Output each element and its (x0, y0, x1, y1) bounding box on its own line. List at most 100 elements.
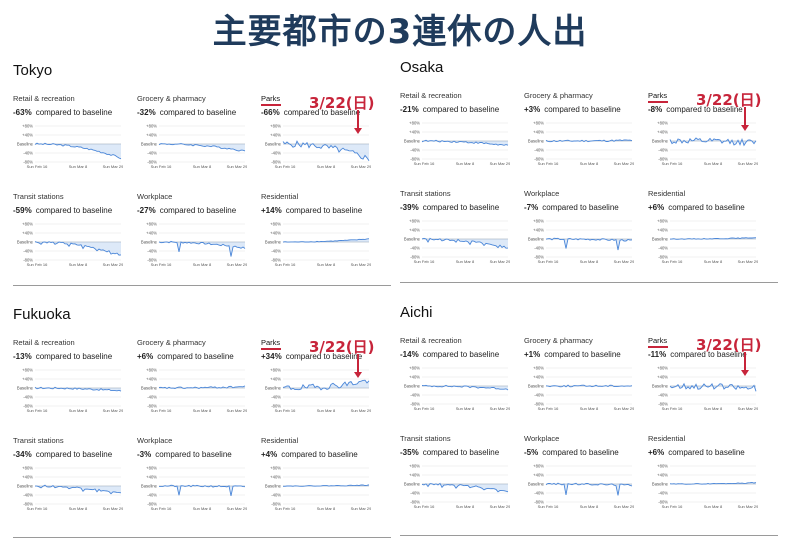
y-tick-label: Baseline (404, 482, 421, 487)
y-tick-label: +80% (270, 368, 281, 373)
x-tick-label: Sun Mar 8 (580, 161, 599, 166)
y-tick-label: -40% (23, 151, 33, 156)
change-band (35, 485, 121, 494)
y-tick-label: +80% (657, 464, 668, 469)
y-tick-label: -40% (271, 249, 281, 254)
x-tick-label: Sun Feb 16 (414, 259, 435, 264)
x-tick-label: Sun Feb 16 (662, 161, 683, 166)
change-band (283, 380, 369, 390)
change-value: -39% compared to baseline (400, 203, 499, 212)
y-tick-label: +80% (22, 124, 33, 129)
series-line (158, 240, 246, 257)
category-label: Workplace (137, 436, 173, 445)
x-tick-label: Sun Mar 8 (704, 161, 723, 166)
x-tick-label: Sun Mar 29 (614, 161, 634, 166)
mini-chart: +80% +40% Baseline -40% -80%Sun Feb 16 Sun Ma… (141, 124, 247, 170)
x-tick-label: Sun Mar 29 (227, 262, 247, 267)
series-line (421, 139, 509, 146)
y-tick-label: Baseline (404, 139, 421, 144)
category-label: Grocery & pharmacy (137, 94, 206, 103)
x-tick-label: Sun Mar 29 (738, 259, 758, 264)
y-tick-label: +80% (657, 121, 668, 126)
change-value: -27% compared to baseline (137, 206, 236, 215)
x-tick-label: Sun Mar 8 (704, 259, 723, 264)
x-tick-label: Sun Mar 8 (193, 408, 212, 413)
compare-text: compared to baseline (544, 105, 621, 114)
series-line (421, 384, 509, 391)
city-section-osaka: Osaka Retail & recreation -21% compared to … (400, 59, 778, 283)
y-tick-label: Baseline (141, 484, 158, 489)
category-label: Retail & recreation (13, 94, 75, 103)
y-tick-label: +80% (409, 366, 420, 371)
y-tick-label: Baseline (265, 386, 282, 391)
y-tick-label: +40% (533, 228, 544, 233)
y-tick-label: -80% (410, 157, 420, 162)
y-tick-label: -40% (658, 148, 668, 153)
category-label: Transit stations (13, 192, 64, 201)
y-tick-label: -80% (658, 402, 668, 407)
y-tick-label: Baseline (652, 482, 669, 487)
y-tick-label: Baseline (17, 386, 34, 391)
category-label: Parks (261, 94, 281, 103)
city-section-tokyo: Tokyo Retail & recreation -63% compared to … (13, 62, 391, 286)
city-section-fukuoka: Fukuoka Retail & recreation -13% compared t… (13, 306, 391, 538)
y-tick-label: Baseline (528, 384, 545, 389)
change-percent: -7% (524, 203, 539, 212)
x-tick-label: Sun Mar 8 (456, 161, 475, 166)
mini-chart: +80% +40% Baseline -40% -80%Sun Feb 16 Sun Ma… (528, 219, 634, 265)
y-tick-label: -40% (658, 491, 668, 496)
y-tick-label: -40% (534, 148, 544, 153)
category-label: Grocery & pharmacy (524, 91, 593, 100)
series-line (158, 143, 246, 152)
change-value: -14% compared to baseline (400, 350, 499, 359)
y-tick-label: Baseline (17, 142, 34, 147)
y-tick-label: -80% (410, 500, 420, 505)
x-tick-label: Sun Feb 16 (151, 164, 172, 169)
change-percent: -63% (13, 108, 32, 117)
y-tick-label: -40% (147, 395, 157, 400)
x-tick-label: Sun Feb 16 (662, 259, 683, 264)
x-tick-label: Sun Feb 16 (662, 504, 683, 509)
panel-workplace: Workplace -7% compared to baseline +80% +40%… (524, 189, 646, 271)
y-tick-label: +40% (533, 375, 544, 380)
y-tick-label: +40% (409, 375, 420, 380)
y-tick-label: +80% (146, 222, 157, 227)
y-tick-label: Baseline (528, 482, 545, 487)
compare-text: compared to baseline (35, 108, 113, 117)
annotation-arrow (741, 107, 748, 131)
series-line (282, 238, 370, 243)
parks-underline (648, 346, 668, 348)
y-tick-label: Baseline (652, 384, 669, 389)
panel-grocery-pharmacy: Grocery & pharmacy +6% compared to baselin… (137, 338, 259, 420)
panel-residential: Residential +4% compared to baseline +80% +4… (261, 436, 383, 518)
category-label: Parks (648, 91, 668, 100)
x-tick-label: Sun Feb 16 (151, 506, 172, 511)
change-value: -63% compared to baseline (13, 108, 112, 117)
x-tick-label: Sun Feb 16 (538, 161, 559, 166)
compare-text: compared to baseline (35, 450, 113, 459)
change-percent: -21% (400, 105, 419, 114)
section-divider (400, 282, 778, 283)
change-value: -59% compared to baseline (13, 206, 112, 215)
x-tick-label: Sun Mar 29 (738, 406, 758, 411)
change-value: -13% compared to baseline (13, 352, 112, 361)
x-tick-label: Sun Mar 29 (490, 504, 510, 509)
y-tick-label: -40% (410, 148, 420, 153)
change-value: -11% compared to baseline (648, 350, 747, 359)
y-tick-label: Baseline (652, 139, 669, 144)
x-tick-label: Sun Feb 16 (275, 262, 296, 267)
mini-chart: +80% +40% Baseline -40% -80%Sun Feb 16 Sun Ma… (17, 124, 123, 170)
y-tick-label: +40% (270, 133, 281, 138)
x-tick-label: Sun Feb 16 (27, 262, 48, 267)
change-percent: -66% (261, 108, 280, 117)
y-tick-label: -40% (23, 395, 33, 400)
y-tick-label: -40% (410, 246, 420, 251)
series-line (545, 237, 633, 251)
change-value: +6% compared to baseline (137, 352, 234, 361)
change-band (35, 241, 121, 256)
y-tick-label: +80% (533, 464, 544, 469)
x-tick-label: Sun Feb 16 (275, 164, 296, 169)
mini-chart: +80% +40% Baseline -40% -80%Sun Feb 16 Sun Ma… (17, 222, 123, 268)
compare-text: compared to baseline (422, 203, 500, 212)
mini-chart: +80% +40% Baseline -40% -80%Sun Feb 16 Sun Ma… (141, 222, 247, 268)
